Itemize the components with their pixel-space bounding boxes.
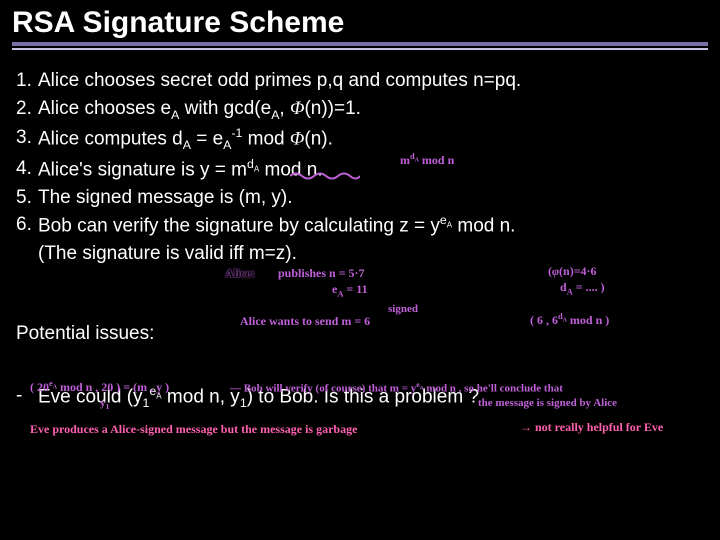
hand-eve-pair-sub: y1 xyxy=(100,397,109,411)
list-number: 4. xyxy=(16,156,38,183)
list-text: Alice chooses eA with gcd(eA, Φ(n))=1. xyxy=(38,96,704,123)
content-area: 1.Alice chooses secret odd primes p,q an… xyxy=(0,50,720,412)
list-item: 4.Alice's signature is y = mdA mod n. xyxy=(16,156,704,183)
hand-signed-pair: ( 6 , 6dA mod n ) xyxy=(530,312,609,328)
hand-sig-note: mdA mod n xyxy=(400,152,454,168)
hand-publishes: publishes n = 5·7 xyxy=(278,266,365,281)
page-title: RSA Signature Scheme xyxy=(0,0,720,40)
squiggle-underline xyxy=(290,171,360,181)
hand-phi-calc: (φ(n)=4·6 xyxy=(548,264,597,279)
list-text: Alice computes dA = eA-1 mod Φ(n). xyxy=(38,125,704,154)
hand-alice-label: Alice: xyxy=(225,266,255,281)
step-list: 1.Alice chooses secret odd primes p,q an… xyxy=(16,68,704,239)
hand-signed-label: signed xyxy=(388,303,418,315)
list-number: 5. xyxy=(16,185,38,211)
list-number: 1. xyxy=(16,68,38,94)
hand-ea: eA = 11 xyxy=(332,282,368,298)
list-text: Bob can verify the signature by calculat… xyxy=(38,212,704,239)
title-underline-thick xyxy=(12,42,708,46)
step6-tail: (The signature is valid iff m=z). xyxy=(16,241,704,267)
hand-eve-produces: Eve produces a Alice-signed message but … xyxy=(30,422,357,437)
list-item: 2.Alice chooses eA with gcd(eA, Φ(n))=1. xyxy=(16,96,704,123)
list-number: 2. xyxy=(16,96,38,123)
list-item: 1.Alice chooses secret odd primes p,q an… xyxy=(16,68,704,94)
list-text: Alice's signature is y = mdA mod n. xyxy=(38,156,704,183)
list-number: 3. xyxy=(16,125,38,154)
list-text: The signed message is (m, y). xyxy=(38,185,704,211)
hand-arrow-tail: → not really helpful for Eve xyxy=(520,420,663,435)
slide: RSA Signature Scheme 1.Alice chooses sec… xyxy=(0,0,720,540)
hand-bob-verify: — Bob will verify (of course) that m = y… xyxy=(230,380,563,395)
list-item: 3.Alice computes dA = eA-1 mod Φ(n). xyxy=(16,125,704,154)
list-number: 6. xyxy=(16,212,38,239)
hand-da-calc: dA = .... ) xyxy=(560,280,605,296)
list-item: 6.Bob can verify the signature by calcul… xyxy=(16,212,704,239)
list-text: Alice chooses secret odd primes p,q and … xyxy=(38,68,704,94)
hand-eve-pair: ( 20eA mod n , 20 ) = (m , y ) xyxy=(30,379,169,395)
hand-alice-wants: Alice wants to send m = 6 xyxy=(240,314,370,329)
list-item: 5.The signed message is (m, y). xyxy=(16,185,704,211)
hand-bob-verify2: the message is signed by Alice xyxy=(478,397,617,409)
